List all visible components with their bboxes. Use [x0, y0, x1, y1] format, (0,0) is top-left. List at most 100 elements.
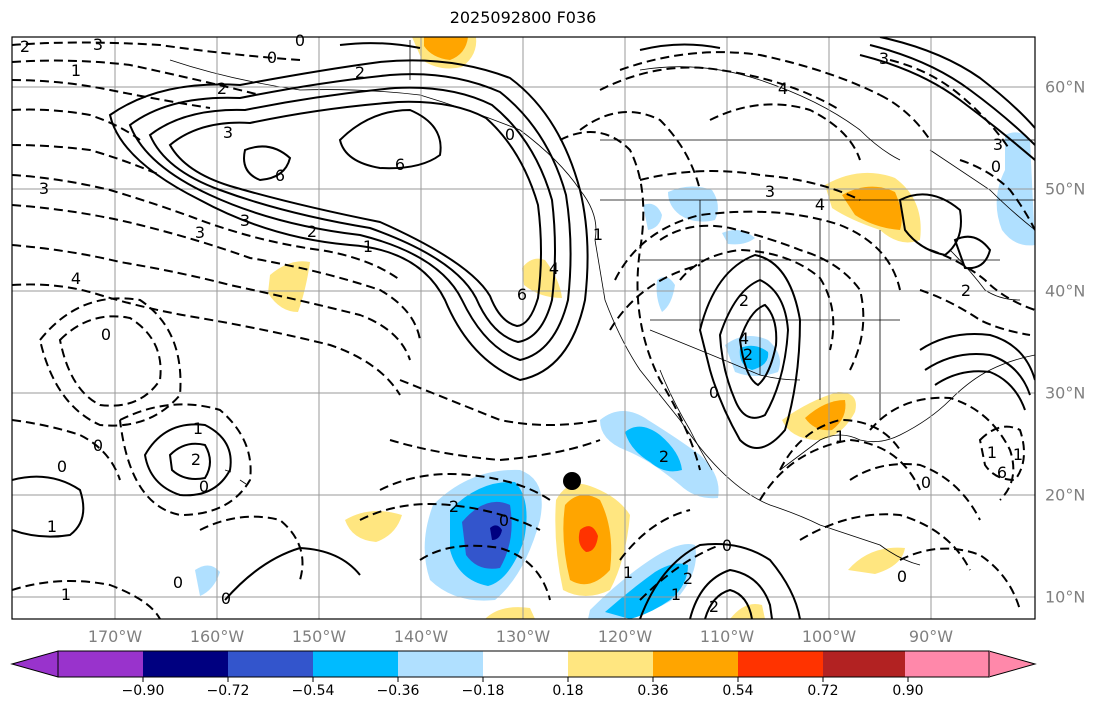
- contour-label: 1: [1013, 445, 1023, 464]
- contour-label: 1: [61, 585, 71, 604]
- contour-label: 0: [173, 573, 183, 592]
- contour-label: 0: [199, 477, 209, 496]
- contour-label: 0: [499, 511, 509, 530]
- map-title: 2025092800 F036: [449, 8, 597, 27]
- longitude-label: 110°W: [699, 627, 755, 646]
- contour-label: 3: [879, 49, 889, 68]
- contour-label: 3: [195, 223, 205, 242]
- latitude-label: 60°N: [1045, 77, 1086, 97]
- colorbar-tick-label: 0.18: [552, 683, 584, 699]
- contour-label: 1: [593, 225, 603, 244]
- colorbar-segment: [228, 651, 314, 677]
- colorbar-segment: [58, 651, 144, 677]
- contour-label: 0: [93, 436, 103, 455]
- colorbar-segment: [483, 651, 569, 677]
- contour-label: 4: [549, 259, 559, 278]
- contour-label: 2: [683, 569, 693, 588]
- colorbar-tick-label: 0.90: [892, 683, 924, 699]
- colorbar-segment: [568, 651, 654, 677]
- longitude-label: 170°W: [87, 627, 143, 646]
- colorbar-segment: [653, 651, 739, 677]
- colorbar-frame: [57, 650, 990, 678]
- contour-label: 0: [295, 31, 305, 50]
- contour-label: 0: [897, 567, 907, 586]
- contour-label: 0: [709, 383, 719, 402]
- contour-label: 0: [101, 325, 111, 344]
- longitude-label: 130°W: [495, 627, 551, 646]
- contour-label: 3: [223, 123, 233, 142]
- contour-label: 1: [193, 419, 203, 438]
- solid-contours: [12, 37, 1035, 619]
- contour-label: 6: [275, 166, 285, 185]
- contour-label: 2: [709, 597, 719, 616]
- contour-label: 2: [739, 291, 749, 310]
- colorbar-tick-label: −0.36: [376, 683, 420, 699]
- contour-label: 3: [39, 179, 49, 198]
- contour-label: 3: [993, 135, 1003, 154]
- contour-label: 6: [997, 463, 1007, 482]
- contour-label: 0: [267, 48, 277, 67]
- colorbar-extend-high: [988, 650, 1037, 678]
- latitude-label: 10°N: [1045, 587, 1086, 607]
- contour-label: 2: [743, 345, 753, 364]
- contour-label: 4: [71, 269, 81, 288]
- colorbar-segment: [823, 651, 909, 677]
- contour-label: 0: [921, 473, 931, 492]
- contour-label: 6: [395, 155, 405, 174]
- contour-label: 0: [991, 157, 1001, 176]
- contour-label: 0: [221, 589, 231, 608]
- longitude-label: 90°W: [908, 627, 954, 646]
- contour-label: 4: [739, 329, 749, 348]
- colorbar-tick-label: 0.72: [807, 683, 839, 699]
- contour-label: 2: [191, 450, 201, 469]
- contour-label: 6: [517, 285, 527, 304]
- contour-label: 1: [671, 585, 681, 604]
- map-frame: [11, 36, 1036, 620]
- longitude-label: 100°W: [801, 627, 857, 646]
- contour-label: 2: [20, 37, 30, 56]
- colorbar: [10, 650, 1037, 682]
- longitude-label: 160°W: [189, 627, 245, 646]
- coastlines: [169, 40, 1035, 566]
- contour-label: 3: [765, 182, 775, 201]
- contour-label: 2: [217, 79, 227, 98]
- colorbar-segment: [738, 651, 824, 677]
- colorbar-extend-low: [10, 650, 59, 678]
- colorbar-segment: [905, 651, 990, 677]
- longitude-label: 140°W: [393, 627, 449, 646]
- colorbar-tick-label: −0.90: [121, 683, 165, 699]
- contour-label: 1: [363, 237, 373, 256]
- latitude-label: 30°N: [1045, 383, 1086, 403]
- contour-label: 2: [449, 497, 459, 516]
- contour-label: 0: [57, 457, 67, 476]
- colorbar-segment: [313, 651, 399, 677]
- longitude-label: 120°W: [597, 627, 653, 646]
- latitude-label: 40°N: [1045, 281, 1086, 301]
- latitude-label: 50°N: [1045, 179, 1086, 199]
- latitude-label: 20°N: [1045, 485, 1086, 505]
- contour-labels: 2 3 1 2 0 0 3 2 0 4 3 3 6 6 3 2 1 3 4 0 …: [20, 31, 1023, 616]
- contour-label: 2: [355, 63, 365, 82]
- contour-label: 2: [659, 447, 669, 466]
- contour-label: 1: [47, 517, 57, 536]
- contour-label: 4: [815, 195, 825, 214]
- longitude-label: 150°W: [291, 627, 347, 646]
- contour-label: 1: [987, 443, 997, 462]
- dashed-contours: [12, 41, 1035, 619]
- contour-label: 3: [240, 211, 250, 230]
- colorbar-tick-label: −0.72: [206, 683, 250, 699]
- contour-label: 3: [93, 35, 103, 54]
- contour-label: 2: [961, 281, 971, 300]
- contour-label: 4: [778, 79, 788, 98]
- contour-label: 1: [835, 427, 845, 446]
- contour-label: 0: [722, 536, 732, 555]
- colorbar-tick-label: −0.18: [461, 683, 505, 699]
- colorbar-tick-label: 0.54: [722, 683, 754, 699]
- colorbar-segment: [398, 651, 484, 677]
- colorbar-tick-label: −0.54: [291, 683, 335, 699]
- contour-label: 1: [71, 61, 81, 80]
- contour-label: 2: [307, 222, 317, 241]
- graticule: [12, 37, 1035, 619]
- contour-label: 0: [505, 125, 515, 144]
- contour-label: 1: [623, 563, 633, 582]
